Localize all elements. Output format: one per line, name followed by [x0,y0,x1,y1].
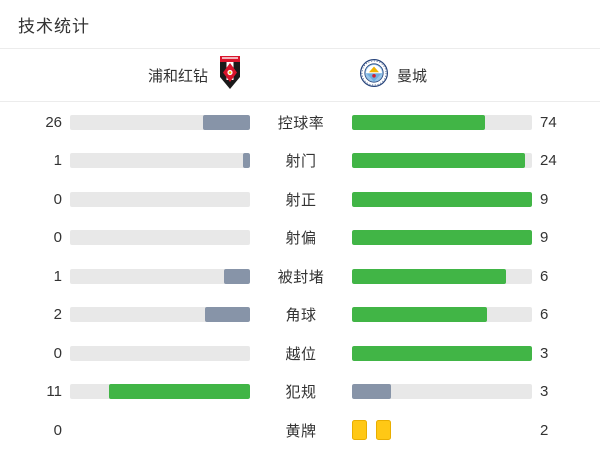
away-stat-bar-fill [352,345,532,361]
stat-row: 11 犯规 3 [0,373,600,412]
home-stat-value: 26 [45,113,62,131]
stat-row: 2 角球 6 [0,296,600,335]
away-stat-value: 3 [540,344,549,362]
home-team-name: 浦和红钻 [147,67,208,85]
stat-label: 射偏 [285,230,317,248]
away-stat-bar-fill [352,114,486,130]
home-stat-bar [70,345,250,361]
home-stat-bar [70,230,250,246]
home-stat-bar [70,307,250,323]
stat-row: 26 控球率 74 [0,103,600,142]
away-stat-value: 6 [540,267,549,285]
away-stat-value: 9 [540,190,549,208]
stat-label: 控球率 [277,114,325,132]
yellow-card-icon [376,420,391,441]
away-stat-bar-fill [352,153,525,169]
home-stat-value: 0 [53,190,62,208]
home-stat-bar-fill [205,307,250,323]
stat-label: 犯规 [285,384,317,402]
away-stat-bar [352,114,532,130]
away-team: 曼城 [300,58,600,92]
manchester-city-badge-icon [360,58,388,92]
away-stat-value: 3 [540,383,549,401]
page-title: 技术统计 [18,16,90,36]
away-stat-bar [352,268,532,284]
away-stat-value: 9 [540,229,549,247]
yellow-card-icon [352,420,367,441]
home-stat-value: 1 [53,152,62,170]
home-stat-value: 0 [53,344,62,362]
home-stat-value: 11 [46,383,62,401]
home-stat-bar [70,153,250,169]
away-stat-bar [352,153,532,169]
team-header: 浦和红钻 曼城 [0,49,600,102]
away-stat-bar-fill [352,384,391,400]
away-stat-bar-fill [352,268,507,284]
away-stat-value: 6 [540,306,549,324]
stat-label: 射门 [285,153,317,171]
away-stat-bar [352,230,532,246]
away-team-name: 曼城 [397,67,428,85]
away-stat-value: 24 [540,152,557,170]
away-stat-bar [352,191,532,207]
stat-label: 被封堵 [277,268,325,286]
stat-row: 1 被封堵 6 [0,257,600,296]
home-stat-bar [70,384,250,400]
away-stat-bar [352,307,532,323]
home-stat-bar-fill [224,268,250,284]
stat-label: 黄牌 [285,422,317,440]
home-stat-value: 0 [53,229,62,247]
stat-label: 越位 [285,345,317,363]
home-stat-value: 2 [53,306,62,324]
away-stat-bar-fill [352,307,487,323]
stat-row: 0 越位 3 [0,334,600,373]
home-stat-bar-fill [108,384,250,400]
stats-list: 26 控球率 74 1 射门 24 0 射正 9 0 [0,102,600,450]
away-stat-value: 74 [540,113,557,131]
panel-header: 技术统计 [0,0,600,49]
home-stat-value: 1 [53,267,62,285]
home-team: 浦和红钻 [0,55,300,95]
away-stat-bar [352,384,532,400]
away-stat-bar-fill [352,230,532,246]
stat-label: 射正 [285,191,317,209]
home-stat-bar [70,191,250,207]
home-stat-bar-fill [242,153,250,169]
home-stat-value: 0 [53,421,62,439]
away-yellow-cards [352,420,532,441]
home-stat-bar [70,268,250,284]
away-stat-value: 2 [540,421,549,439]
stat-row: 0 射正 9 [0,180,600,219]
urawa-red-diamonds-crest-icon [218,55,242,95]
home-stat-bar [70,114,250,130]
stat-row: 1 射门 24 [0,142,600,181]
away-stat-bar-fill [352,191,532,207]
stat-row: 0 黄牌 2 [0,411,600,450]
stat-label: 角球 [285,307,317,325]
stat-row: 0 射偏 9 [0,219,600,258]
away-stat-bar [352,345,532,361]
home-stat-bar-fill [203,114,250,130]
